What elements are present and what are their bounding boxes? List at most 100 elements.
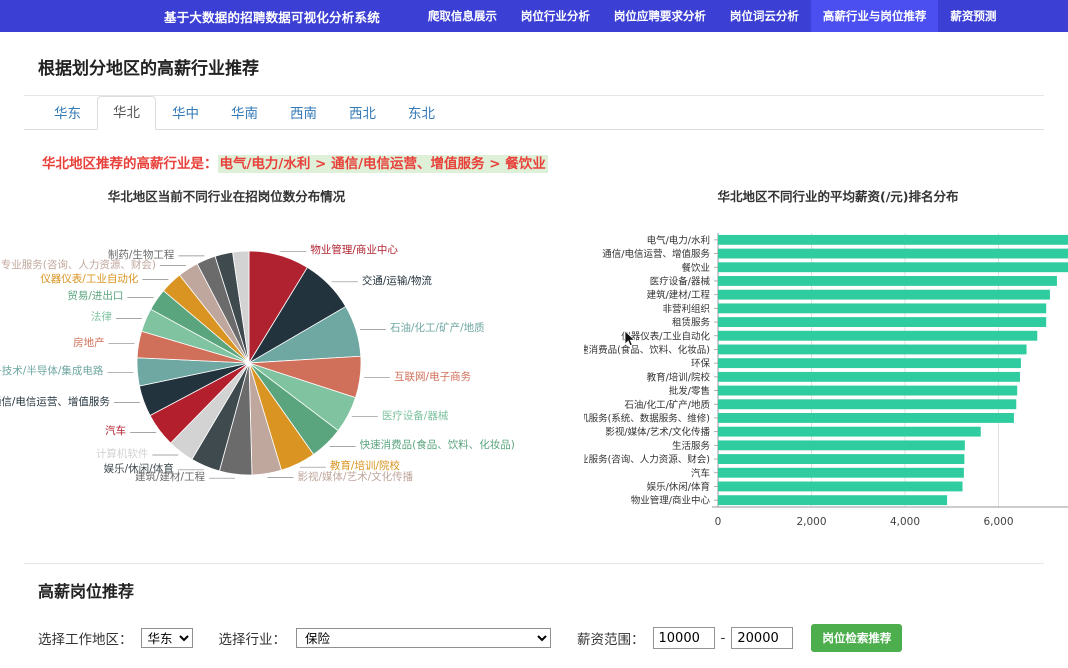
bar-category-label: 娱乐/休闲/体育 bbox=[647, 481, 710, 493]
bar-x-tick-label: 6,000 bbox=[983, 516, 1013, 528]
bar-rect[interactable] bbox=[718, 495, 948, 506]
bar-category-label: 建筑/建材/工程 bbox=[647, 289, 711, 301]
tab-东北[interactable]: 东北 bbox=[408, 106, 435, 122]
pie-slice-label: 贸易/进出口 bbox=[67, 290, 124, 303]
pie-slice-label: 互联网/电子商务 bbox=[394, 370, 472, 383]
salary-max-input[interactable] bbox=[731, 627, 794, 649]
bar-category-label: 仪器仪表/工业自动化 bbox=[621, 330, 710, 342]
pie-slice-label: 教育/培训/院校 bbox=[329, 460, 400, 473]
tab-华中[interactable]: 华中 bbox=[172, 106, 199, 122]
bar-rect[interactable] bbox=[718, 289, 1050, 300]
bar-rect[interactable] bbox=[718, 262, 1068, 273]
pie-slice-label: 计算机软件 bbox=[95, 447, 149, 460]
pie-slice-label: 仪器仪表/工业自动化 bbox=[40, 272, 139, 285]
bar-rect[interactable] bbox=[718, 317, 1047, 327]
pie-chart[interactable]: 物业管理/商业中心交通/运输/物流石油/化工/矿产/地质互联网/电子商务医疗设备… bbox=[0, 205, 584, 515]
bar-x-tick-label: 2,000 bbox=[796, 516, 826, 528]
bar-rect[interactable] bbox=[718, 248, 1068, 259]
page-container: 根据划分地区的高薪行业推荐 华东 华北 华中 华南 西南 西北 东北 华北地区推荐的高薪行业… bbox=[0, 32, 1068, 652]
bar-rect[interactable] bbox=[718, 330, 1038, 341]
salary-min-input[interactable] bbox=[652, 627, 715, 649]
bar-chart[interactable]: 电气/电力/水利 通信/电信运营、增值服务 餐饮业 医疗设备/器械 建筑/建材/工程 非营… bbox=[584, 211, 1068, 541]
bar-rect[interactable] bbox=[718, 467, 964, 478]
bar-chart-title: 华北地区不同行业的平均薪资(/元)排名分布 bbox=[717, 189, 959, 204]
tab-西北[interactable]: 西北 bbox=[349, 106, 376, 122]
tab-西南[interactable]: 西南 bbox=[290, 106, 317, 122]
bar-x-tick-label: 4,000 bbox=[890, 516, 920, 528]
bar-category-label: 石油/化工/矿产/地质 bbox=[624, 399, 710, 411]
tab-华南[interactable]: 华南 bbox=[231, 106, 258, 122]
pie-slice-label: 专业服务(咨询、人力资源、财会) bbox=[0, 258, 156, 271]
bar-rect[interactable] bbox=[718, 371, 1020, 382]
bar-category-label: 物业管理/商业中心 bbox=[631, 495, 711, 507]
pie-slice-label: 影视/媒体/艺术/文化传播 bbox=[297, 470, 414, 483]
pie-slice[interactable] bbox=[232, 250, 250, 364]
nav-item-0[interactable]: 爬取信息展示 bbox=[427, 9, 497, 23]
pie-slice-label: 石油/化工/矿产/地质 bbox=[390, 322, 485, 335]
region-tabs: 华东 华北 华中 华南 西南 西北 东北 bbox=[24, 96, 1044, 130]
bar-rect[interactable] bbox=[718, 426, 981, 437]
pie-slice-label: 建筑/建材/工程 bbox=[135, 471, 206, 484]
mouse-cursor-icon bbox=[624, 330, 636, 352]
top-navbar: 基于大数据的招聘数据可视化分析系统 爬取信息展示 岗位行业分析 岗位应聘要求分析 岗位… bbox=[0, 0, 1068, 32]
industry-select-label: 选择行业： bbox=[218, 632, 287, 648]
section-title: 高薪岗位推荐 bbox=[38, 582, 135, 601]
bar-chart-svg[interactable]: 电气/电力/水利通信/电信运营、增值服务餐饮业医疗设备/器械建筑/建材/工程非营… bbox=[584, 211, 1068, 541]
nav-item-5[interactable]: 薪资预测 bbox=[950, 9, 997, 23]
bar-category-label: 医疗设备/器械 bbox=[650, 275, 711, 287]
bar-rect[interactable] bbox=[718, 385, 1018, 396]
bar-rect[interactable] bbox=[718, 344, 1027, 355]
pie-slice-label: 制药/生物工程 bbox=[107, 248, 175, 261]
pie-chart-svg[interactable] bbox=[24, 205, 584, 515]
tab-华东[interactable]: 华东 bbox=[54, 106, 81, 122]
bar-category-label: 电气/电力/水利 bbox=[647, 234, 710, 246]
title-divider bbox=[24, 95, 1044, 96]
bar-category-label: 生活服务 bbox=[672, 440, 711, 452]
bar-category-label: 专业服务(咨询、人力资源、财会) bbox=[584, 454, 710, 466]
recommendation-highlight: 电气/电力/水利 > 通信/电信运营、增值服务 > 餐饮业 bbox=[217, 155, 548, 173]
page-title: 根据划分地区的高薪行业推荐 bbox=[38, 59, 259, 79]
range-dash: - bbox=[720, 630, 726, 646]
pie-slice-label: 法律 bbox=[90, 311, 112, 324]
pie-slice-label: 通信/电信运营、增值服务 bbox=[0, 395, 110, 408]
nav-item-4[interactable]: 高薪行业与岗位推荐 bbox=[810, 0, 939, 32]
bar-category-label: 影视/媒体/艺术/文化传播 bbox=[605, 426, 710, 438]
bar-rect[interactable] bbox=[718, 358, 1021, 369]
bar-rect[interactable] bbox=[718, 234, 1068, 245]
pie-chart-panel: 华北地区当前不同行业在招岗位数分布情况 物业管理/商业中心 交通/运输/物流 石油/… bbox=[0, 172, 584, 541]
bar-category-label: 环保 bbox=[691, 358, 711, 370]
nav-item-2[interactable]: 岗位应聘要求分析 bbox=[613, 9, 706, 23]
bar-rect[interactable] bbox=[718, 440, 965, 451]
region-select-label: 选择工作地区： bbox=[38, 632, 133, 648]
pie-slice-label: 快速消费品(食品、饮料、化妆品) bbox=[359, 439, 515, 452]
pie-slice-label: 交通/运输/物流 bbox=[361, 274, 432, 287]
bar-category-label: 快速消费品(食品、饮料、化妆品) bbox=[584, 344, 710, 356]
app-brand-title: 基于大数据的招聘数据可视化分析系统 bbox=[164, 9, 380, 25]
bar-rect[interactable] bbox=[718, 303, 1047, 314]
tab-华北[interactable]: 华北 bbox=[97, 96, 156, 130]
bar-rect[interactable] bbox=[718, 413, 1014, 423]
nav-item-3[interactable]: 岗位词云分析 bbox=[729, 9, 799, 23]
pie-slice-label: 物业管理/商业中心 bbox=[310, 244, 398, 257]
search-jobs-button[interactable]: 岗位检索推荐 bbox=[811, 624, 903, 652]
bar-category-label: 汽车 bbox=[691, 467, 710, 479]
nav-items: 爬取信息展示 岗位行业分析 岗位应聘要求分析 岗位词云分析 高薪行业与岗位推荐 薪资预测 bbox=[416, 0, 1009, 32]
charts-row: 华北地区当前不同行业在招岗位数分布情况 物业管理/商业中心 交通/运输/物流 石油/… bbox=[0, 172, 1068, 541]
bar-rect[interactable] bbox=[718, 276, 1057, 286]
recommendation-prefix: 华北地区推荐的高薪行业是： bbox=[42, 156, 218, 172]
pie-slice-label: 电子技术/半导体/集成电路 bbox=[0, 365, 104, 378]
pie-slice-label: 房地产 bbox=[73, 336, 105, 349]
industry-select[interactable]: 保险 bbox=[296, 628, 551, 648]
bar-x-tick-label: 0 bbox=[715, 516, 722, 528]
nav-item-1[interactable]: 岗位行业分析 bbox=[520, 9, 590, 23]
bar-rect[interactable] bbox=[718, 454, 965, 464]
pie-slice-label: 医疗设备/器械 bbox=[381, 409, 449, 422]
bar-rect[interactable] bbox=[718, 399, 1017, 410]
recommendation-line: 华北地区推荐的高薪行业是： 电气/电力/水利 > 通信/电信运营、增值服务 > 餐… bbox=[42, 152, 1044, 173]
bar-category-label: 通信/电信运营、增值服务 bbox=[602, 248, 710, 260]
bar-rect[interactable] bbox=[718, 481, 963, 492]
pie-slice-label: 汽车 bbox=[105, 425, 127, 438]
